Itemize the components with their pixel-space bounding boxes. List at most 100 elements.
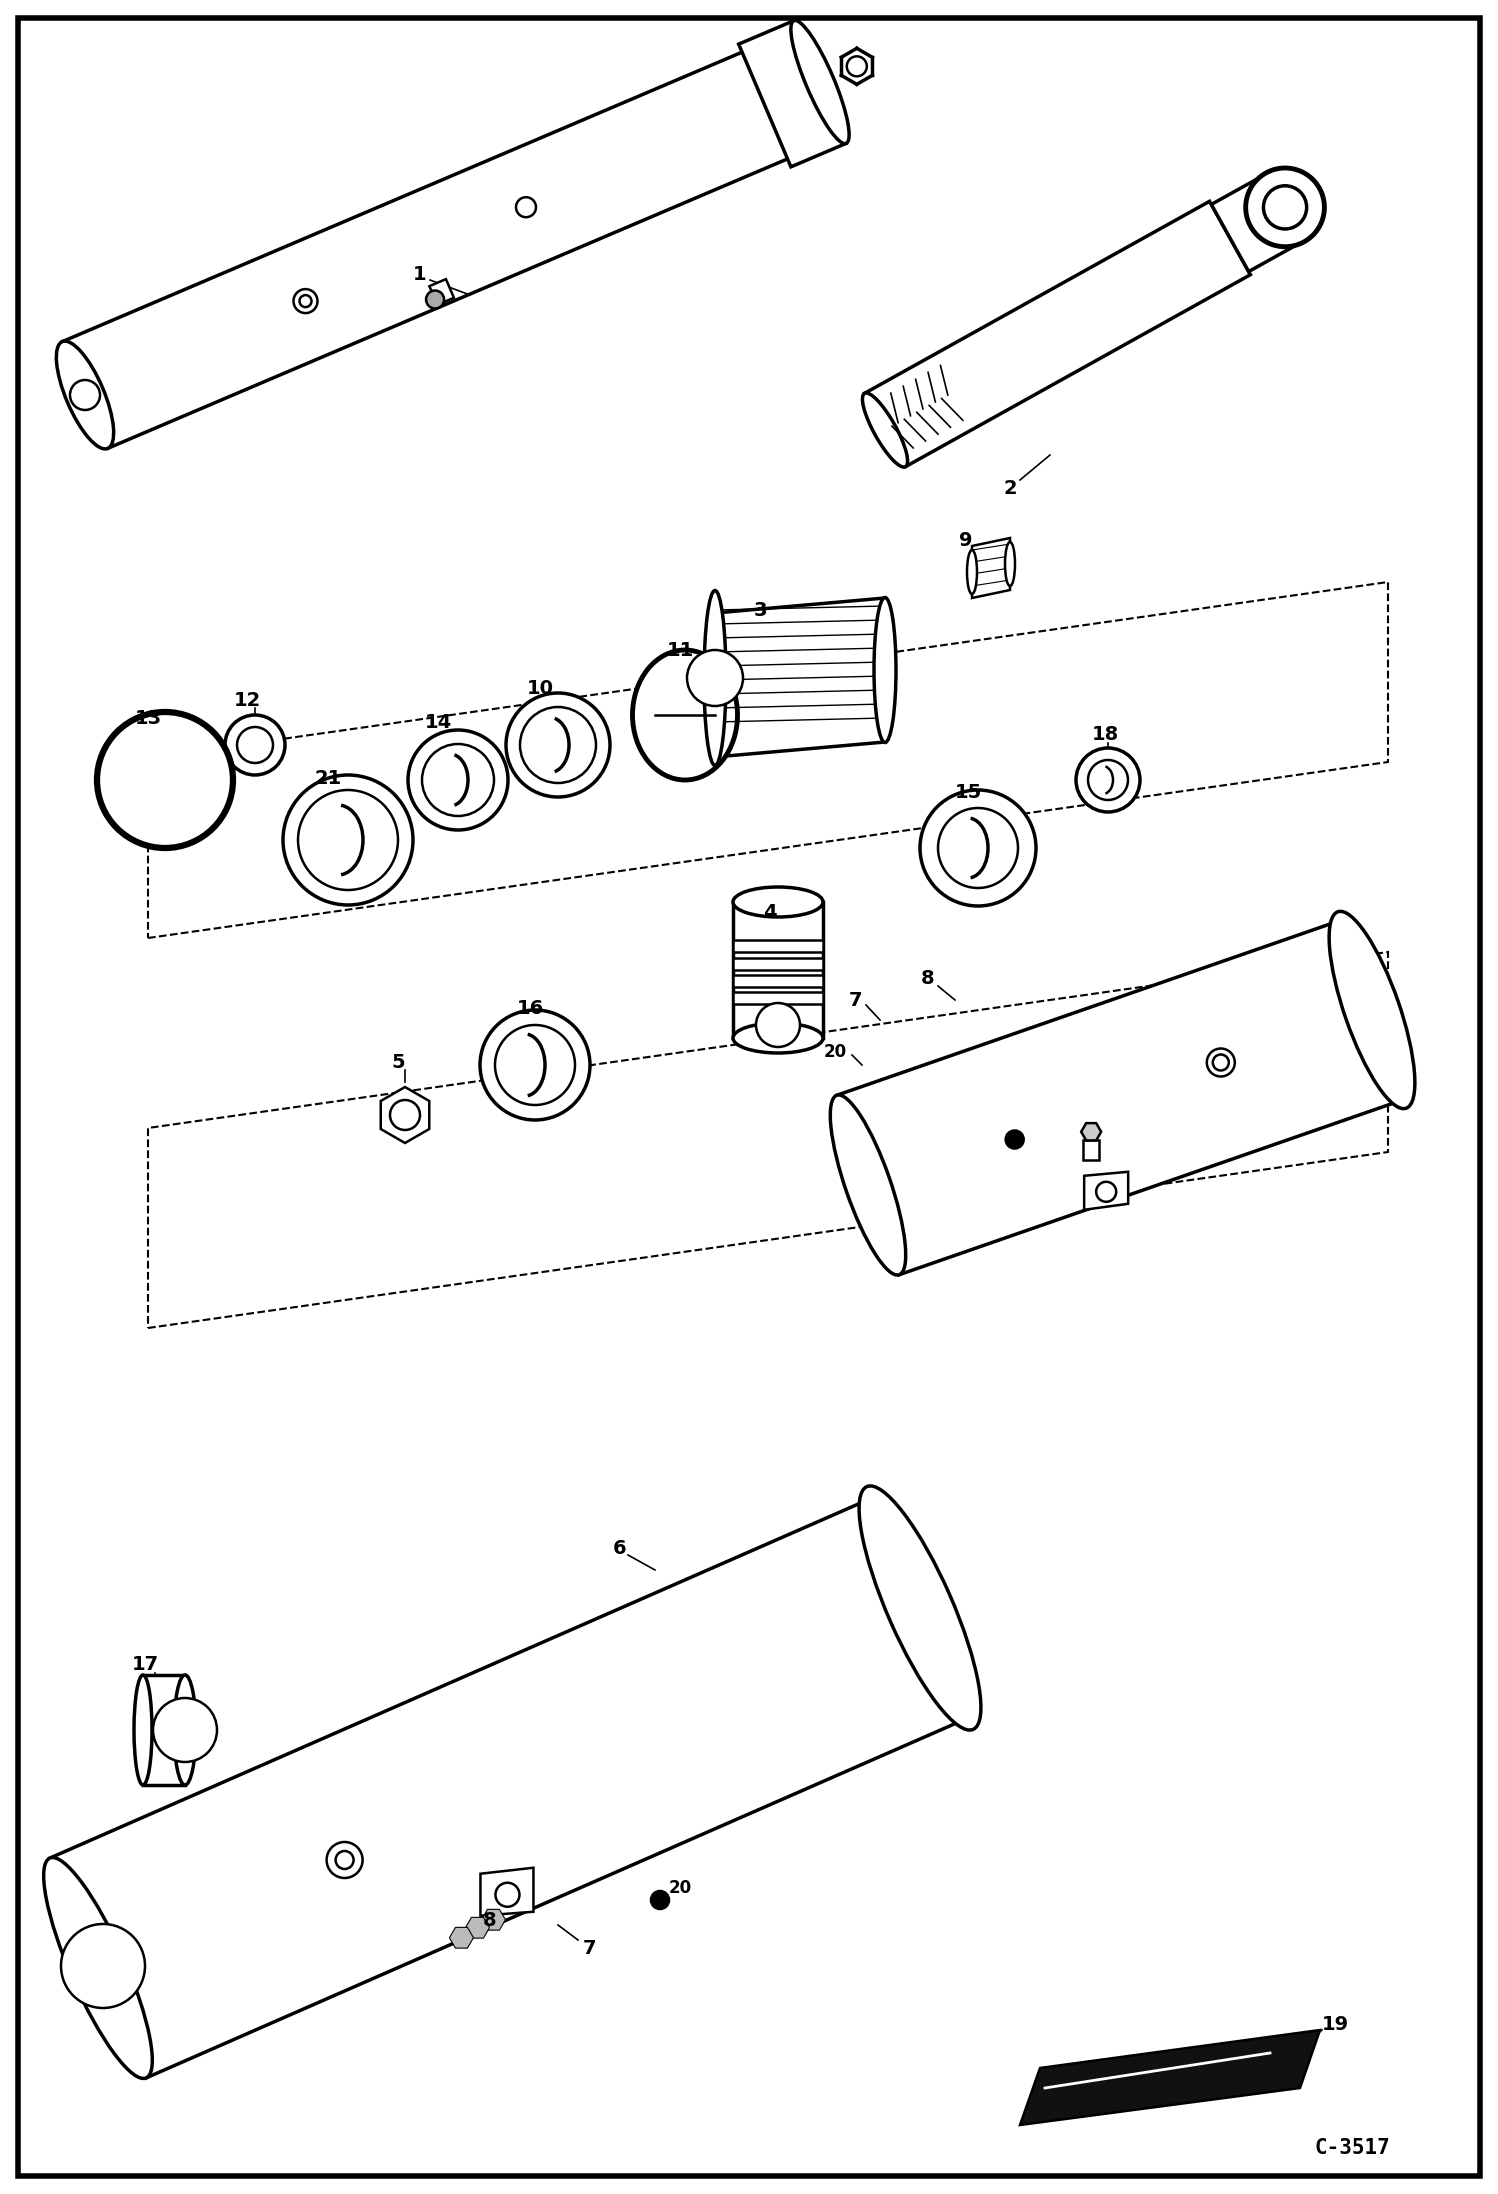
- Polygon shape: [739, 20, 846, 167]
- Circle shape: [70, 380, 100, 410]
- Bar: [733, 974, 822, 987]
- Circle shape: [153, 1698, 217, 1762]
- Text: 16: 16: [517, 998, 544, 1018]
- Bar: [733, 992, 822, 1005]
- Ellipse shape: [704, 590, 727, 766]
- Text: 5: 5: [391, 1053, 404, 1071]
- Circle shape: [237, 726, 273, 764]
- Polygon shape: [481, 1867, 533, 1915]
- Text: 20: 20: [668, 1878, 692, 1898]
- Circle shape: [61, 1924, 145, 2008]
- Circle shape: [756, 1003, 800, 1047]
- Text: 2: 2: [1004, 478, 1017, 498]
- Polygon shape: [449, 1926, 473, 1948]
- Circle shape: [1097, 1183, 1116, 1202]
- Polygon shape: [466, 1918, 490, 1937]
- Polygon shape: [430, 279, 454, 305]
- Bar: [1083, 1139, 1100, 1161]
- Circle shape: [407, 731, 508, 829]
- Ellipse shape: [733, 1022, 822, 1053]
- Ellipse shape: [733, 886, 822, 917]
- Text: 17: 17: [132, 1656, 159, 1674]
- Ellipse shape: [632, 649, 737, 781]
- Polygon shape: [481, 1909, 505, 1931]
- Text: C-3517: C-3517: [1314, 2137, 1390, 2159]
- Text: 15: 15: [954, 783, 981, 803]
- Circle shape: [1213, 1055, 1228, 1071]
- Text: 9: 9: [959, 531, 972, 548]
- Ellipse shape: [791, 20, 849, 143]
- Text: 14: 14: [424, 713, 451, 733]
- Text: 20: 20: [824, 1042, 846, 1062]
- Polygon shape: [972, 538, 1010, 599]
- Text: 7: 7: [583, 1939, 596, 1957]
- Text: 11: 11: [667, 641, 694, 660]
- Text: 13: 13: [135, 709, 162, 728]
- Text: 1: 1: [413, 265, 427, 285]
- Ellipse shape: [1005, 542, 1016, 586]
- Circle shape: [688, 649, 743, 706]
- Circle shape: [1263, 186, 1306, 228]
- Ellipse shape: [968, 551, 977, 595]
- Circle shape: [479, 1009, 590, 1119]
- Polygon shape: [380, 1086, 430, 1143]
- Text: 10: 10: [526, 678, 553, 698]
- Polygon shape: [733, 902, 822, 1038]
- Circle shape: [389, 1099, 419, 1130]
- Text: 7: 7: [848, 989, 861, 1009]
- Polygon shape: [1082, 1123, 1101, 1141]
- Circle shape: [294, 290, 318, 314]
- Text: 19: 19: [1321, 2016, 1348, 2034]
- Ellipse shape: [43, 1858, 153, 2078]
- Circle shape: [846, 57, 867, 77]
- Circle shape: [97, 713, 234, 849]
- Ellipse shape: [873, 597, 896, 742]
- Text: 18: 18: [1092, 726, 1119, 744]
- Circle shape: [283, 774, 413, 904]
- Circle shape: [425, 290, 443, 309]
- Ellipse shape: [830, 1095, 906, 1275]
- Text: 3: 3: [753, 601, 767, 619]
- Text: 21: 21: [315, 768, 342, 788]
- Circle shape: [336, 1852, 354, 1869]
- Polygon shape: [142, 1674, 184, 1786]
- Ellipse shape: [174, 1674, 196, 1786]
- Ellipse shape: [863, 393, 908, 467]
- Polygon shape: [63, 29, 843, 448]
- Polygon shape: [715, 599, 885, 757]
- Bar: [733, 939, 822, 952]
- Text: 12: 12: [234, 691, 261, 709]
- Circle shape: [496, 1882, 520, 1907]
- Circle shape: [652, 1891, 670, 1909]
- Circle shape: [506, 693, 610, 796]
- Polygon shape: [864, 202, 1251, 467]
- Circle shape: [920, 790, 1037, 906]
- Circle shape: [1088, 759, 1128, 801]
- Circle shape: [1246, 169, 1324, 246]
- Circle shape: [422, 744, 494, 816]
- Circle shape: [938, 807, 1019, 889]
- Circle shape: [1005, 1130, 1023, 1147]
- Ellipse shape: [1329, 911, 1416, 1108]
- Polygon shape: [49, 1499, 968, 2078]
- Text: 8: 8: [484, 1911, 497, 1929]
- Polygon shape: [1212, 176, 1302, 272]
- Polygon shape: [837, 919, 1404, 1275]
- Circle shape: [298, 790, 398, 891]
- Circle shape: [1076, 748, 1140, 812]
- Circle shape: [225, 715, 285, 774]
- Ellipse shape: [858, 1485, 981, 1731]
- Text: 4: 4: [762, 902, 777, 921]
- Circle shape: [494, 1025, 575, 1106]
- Circle shape: [1207, 1049, 1234, 1077]
- Ellipse shape: [133, 1674, 151, 1786]
- Ellipse shape: [57, 340, 114, 450]
- Bar: [733, 959, 822, 970]
- Circle shape: [520, 706, 596, 783]
- Text: 8: 8: [921, 968, 935, 987]
- Polygon shape: [1020, 2029, 1320, 2126]
- Circle shape: [327, 1843, 363, 1878]
- Circle shape: [515, 197, 536, 217]
- Text: 6: 6: [613, 1538, 626, 1558]
- Circle shape: [300, 296, 312, 307]
